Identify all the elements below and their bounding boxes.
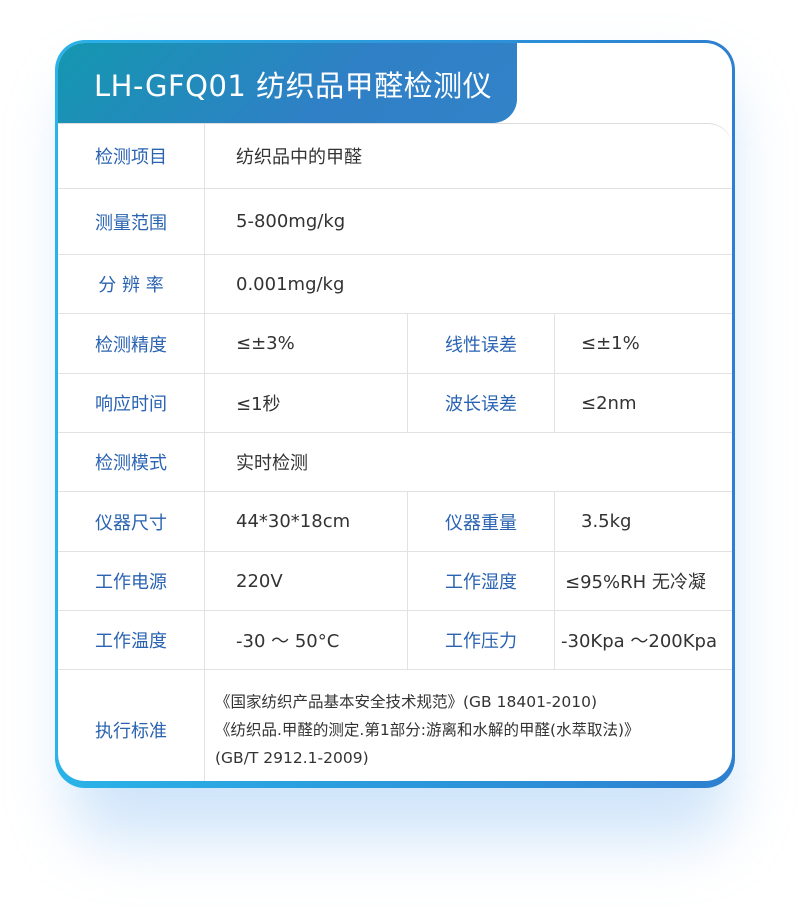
spec-value: 实时检测 bbox=[236, 453, 308, 474]
spec-value: -30 ～ 50°C bbox=[205, 611, 408, 669]
table-row: 执行标准 《国家纺织产品基本安全技术规范》(GB 18401-2010) 《纺织品.… bbox=[58, 670, 732, 781]
table-row: 分 辨 率 0.001mg/kg bbox=[58, 255, 732, 314]
standard-line: 《国家纺织产品基本安全技术规范》(GB 18401-2010) bbox=[215, 693, 598, 711]
title-tab: LH-GFQ01 纺织品甲醛检测仪 bbox=[58, 43, 517, 123]
spec-label: 工作温度 bbox=[58, 611, 205, 669]
spec-value: 44*30*18cm bbox=[205, 492, 408, 551]
spec-value: 纺织品中的甲醛 bbox=[236, 147, 362, 168]
spec-label: 工作压力 bbox=[408, 611, 555, 669]
spec-value: 220V bbox=[205, 552, 408, 610]
spec-value: ≤2nm bbox=[581, 392, 637, 414]
spec-value: ≤±3% bbox=[205, 314, 408, 373]
spec-value: -30Kpa ～200Kpa bbox=[561, 631, 717, 652]
spec-label: 仪器尺寸 bbox=[58, 492, 205, 551]
table-row: 工作温度 -30 ～ 50°C 工作压力 -30Kpa ～200Kpa bbox=[58, 611, 732, 670]
table-row: 工作电源 220V 工作湿度 ≤95%RH 无冷凝 bbox=[58, 552, 732, 611]
standards-list: 《国家纺织产品基本安全技术规范》(GB 18401-2010) 《纺织品.甲醛的测… bbox=[205, 670, 640, 781]
spec-value: ≤95%RH 无冷凝 bbox=[565, 572, 706, 593]
spec-value: ≤±1% bbox=[581, 333, 640, 354]
spec-label: 仪器重量 bbox=[408, 492, 555, 551]
spec-label: 执行标准 bbox=[58, 670, 205, 781]
spec-label: 分 辨 率 bbox=[58, 255, 205, 313]
standard-line: 《纺织品.甲醛的测定.第1部分:游离和水解的甲醛(水萃取法)》 bbox=[215, 721, 640, 739]
table-row: 响应时间 ≤1秒 波长误差 ≤2nm bbox=[58, 374, 732, 433]
spec-table: 检测项目 纺织品中的甲醛 测量范围 5-800mg/kg 分 辨 率 0.001mg/… bbox=[58, 123, 732, 781]
spec-value: 5-800mg/kg bbox=[236, 211, 346, 232]
table-row: 检测项目 纺织品中的甲醛 bbox=[58, 124, 732, 189]
spec-label: 响应时间 bbox=[58, 374, 205, 432]
spec-label: 工作湿度 bbox=[408, 552, 555, 610]
table-row: 检测模式 实时检测 bbox=[58, 433, 732, 492]
spec-label: 检测项目 bbox=[58, 124, 205, 188]
spec-label: 检测精度 bbox=[58, 314, 205, 373]
standard-line: (GB/T 2912.1-2009) bbox=[215, 749, 369, 767]
spec-label: 线性误差 bbox=[408, 314, 555, 373]
product-title: LH-GFQ01 纺织品甲醛检测仪 bbox=[94, 69, 493, 103]
spec-value: 3.5kg bbox=[581, 511, 632, 532]
spec-card: LH-GFQ01 纺织品甲醛检测仪 检测项目 纺织品中的甲醛 测量范围 5-800m… bbox=[55, 40, 735, 788]
table-row: 仪器尺寸 44*30*18cm 仪器重量 3.5kg bbox=[58, 492, 732, 552]
spec-label: 工作电源 bbox=[58, 552, 205, 610]
spec-label: 测量范围 bbox=[58, 189, 205, 254]
table-row: 测量范围 5-800mg/kg bbox=[58, 189, 732, 255]
spec-value: 0.001mg/kg bbox=[236, 273, 345, 295]
spec-label: 检测模式 bbox=[58, 433, 205, 491]
spec-label: 波长误差 bbox=[408, 374, 555, 432]
spec-value: ≤1秒 bbox=[205, 374, 408, 432]
table-row: 检测精度 ≤±3% 线性误差 ≤±1% bbox=[58, 314, 732, 374]
